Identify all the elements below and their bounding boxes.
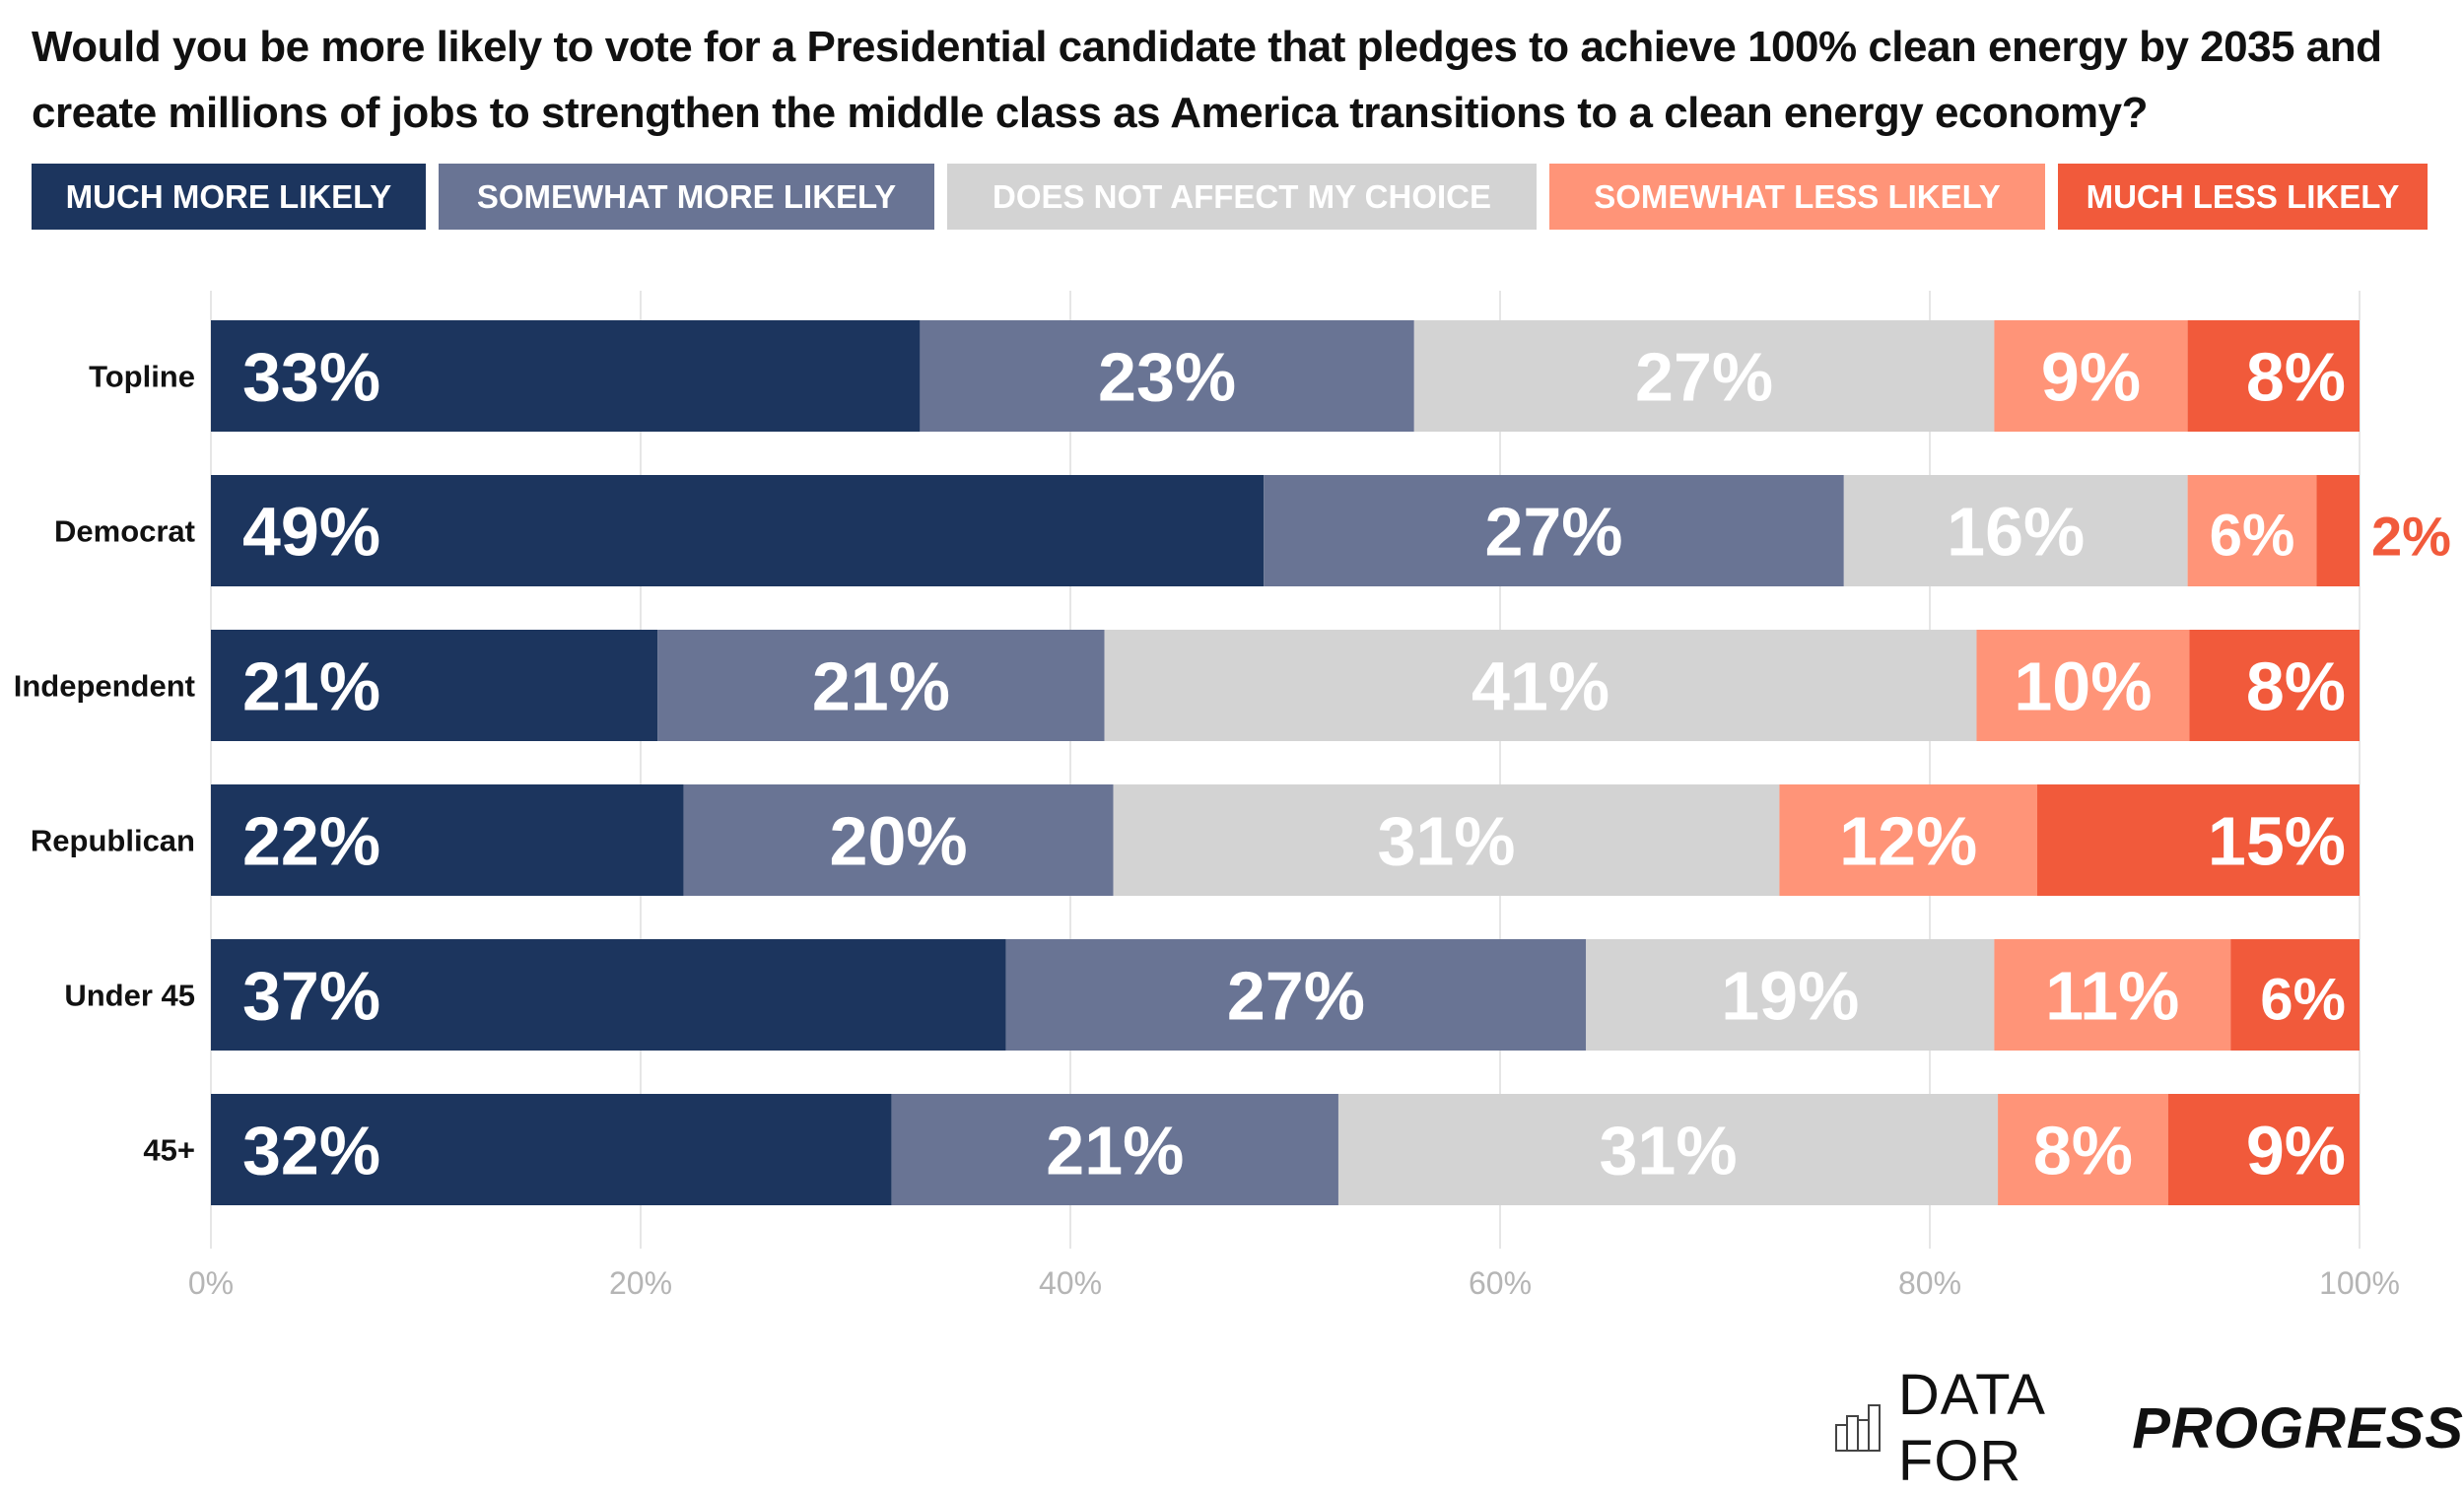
bar-segment [1264,475,1844,586]
data-label: 19% [1721,958,1859,1035]
data-label: 9% [2041,339,2141,416]
bar-segment [1779,784,2037,896]
bar-segment [2037,784,2360,896]
logo: DATA FOR PROGRESS [1835,1362,2464,1494]
data-label: 16% [1947,494,2085,571]
chart-title: Would you be more likely to vote for a P… [32,23,2382,137]
bar-segment [2187,475,2317,586]
data-label: 27% [1227,958,1365,1035]
legend-item: DOES NOT AFFECT MY CHOICE [947,164,1537,230]
logo-text-light: DATA FOR [1897,1363,2043,1493]
bar-segment [211,1094,892,1205]
bar-segment [2230,939,2360,1051]
data-label: 32% [242,1113,380,1189]
data-label: 6% [2260,967,2346,1033]
x-tick-label: 60% [1469,1265,1532,1301]
bar-segment [1998,1094,2168,1205]
bar-segment [211,630,658,741]
x-tick-label: 20% [609,1265,672,1301]
bar-segment [211,320,921,432]
data-label: 41% [1472,648,1609,725]
bar-segment [1994,939,2231,1051]
legend-item: SOMEWHAT MORE LIKELY [439,164,934,230]
bar-segment [891,1094,1338,1205]
logo-text-bold: PROGRESS [2132,1395,2464,1460]
data-label: 21% [812,648,950,725]
data-label: 6% [2210,503,2295,569]
row-label: Topline [89,360,195,394]
bar-segment [1413,320,1995,432]
bar-segment [2316,475,2360,586]
data-label: 12% [1839,803,1977,880]
bar-segment [1843,475,2188,586]
bar-segment [1104,630,1977,741]
x-tick-label: 80% [1898,1265,1961,1301]
bar-segment [1586,939,1995,1051]
data-label: 31% [1377,803,1515,880]
data-label: 20% [830,803,968,880]
data-label: 21% [242,648,380,725]
data-label: 15% [2208,803,2346,880]
bar-segment [1994,320,2188,432]
bar-chart-icon [1835,1404,1881,1452]
bar-segment [1113,784,1780,896]
row-label: Democrat [54,514,195,549]
row-label: 45+ [143,1133,195,1168]
bar-segment [1005,939,1587,1051]
data-label: 33% [242,339,380,416]
legend-item: SOMEWHAT LESS LIKELY [1549,164,2045,230]
x-tick-label: 100% [2319,1265,2400,1301]
data-label: 31% [1599,1113,1737,1189]
data-label: 2% [2371,506,2451,568]
data-label: 8% [2033,1113,2133,1189]
bar-segment [2187,320,2360,432]
data-label: 37% [242,958,380,1035]
bar-segment [1337,1094,1999,1205]
data-label: 11% [2045,958,2179,1035]
data-label: 49% [242,494,380,571]
bar-segment [1976,630,2190,741]
bar-segment [211,475,1265,586]
data-label: 8% [2246,648,2346,725]
row-label: Independent [14,669,195,704]
legend-item: MUCH MORE LIKELY [32,164,426,230]
x-tick-label: 40% [1039,1265,1102,1301]
data-label: 9% [2246,1113,2346,1189]
bar-segment [211,784,684,896]
x-tick-label: 0% [188,1265,234,1301]
data-label: 27% [1484,494,1622,571]
bar-segment [2167,1094,2360,1205]
bar-segment [920,320,1414,432]
legend-item: MUCH LESS LIKELY [2058,164,2428,230]
data-label: 10% [2014,648,2152,725]
bar-segment [211,939,1006,1051]
data-label: 21% [1046,1113,1184,1189]
bar-segment [657,630,1105,741]
data-label: 22% [242,803,380,880]
bar-segment [2189,630,2360,741]
data-label: 23% [1098,339,1236,416]
row-label: Under 45 [64,979,195,1013]
row-label: Republican [31,824,195,858]
stacked-bar-chart: 0% 20% 40% 60% 80% 100% Topline 33% 23% 27% 9% 8% De… [14,291,2451,1301]
bar-segment [683,784,1114,896]
data-label: 8% [2246,339,2346,416]
data-label: 27% [1635,339,1773,416]
